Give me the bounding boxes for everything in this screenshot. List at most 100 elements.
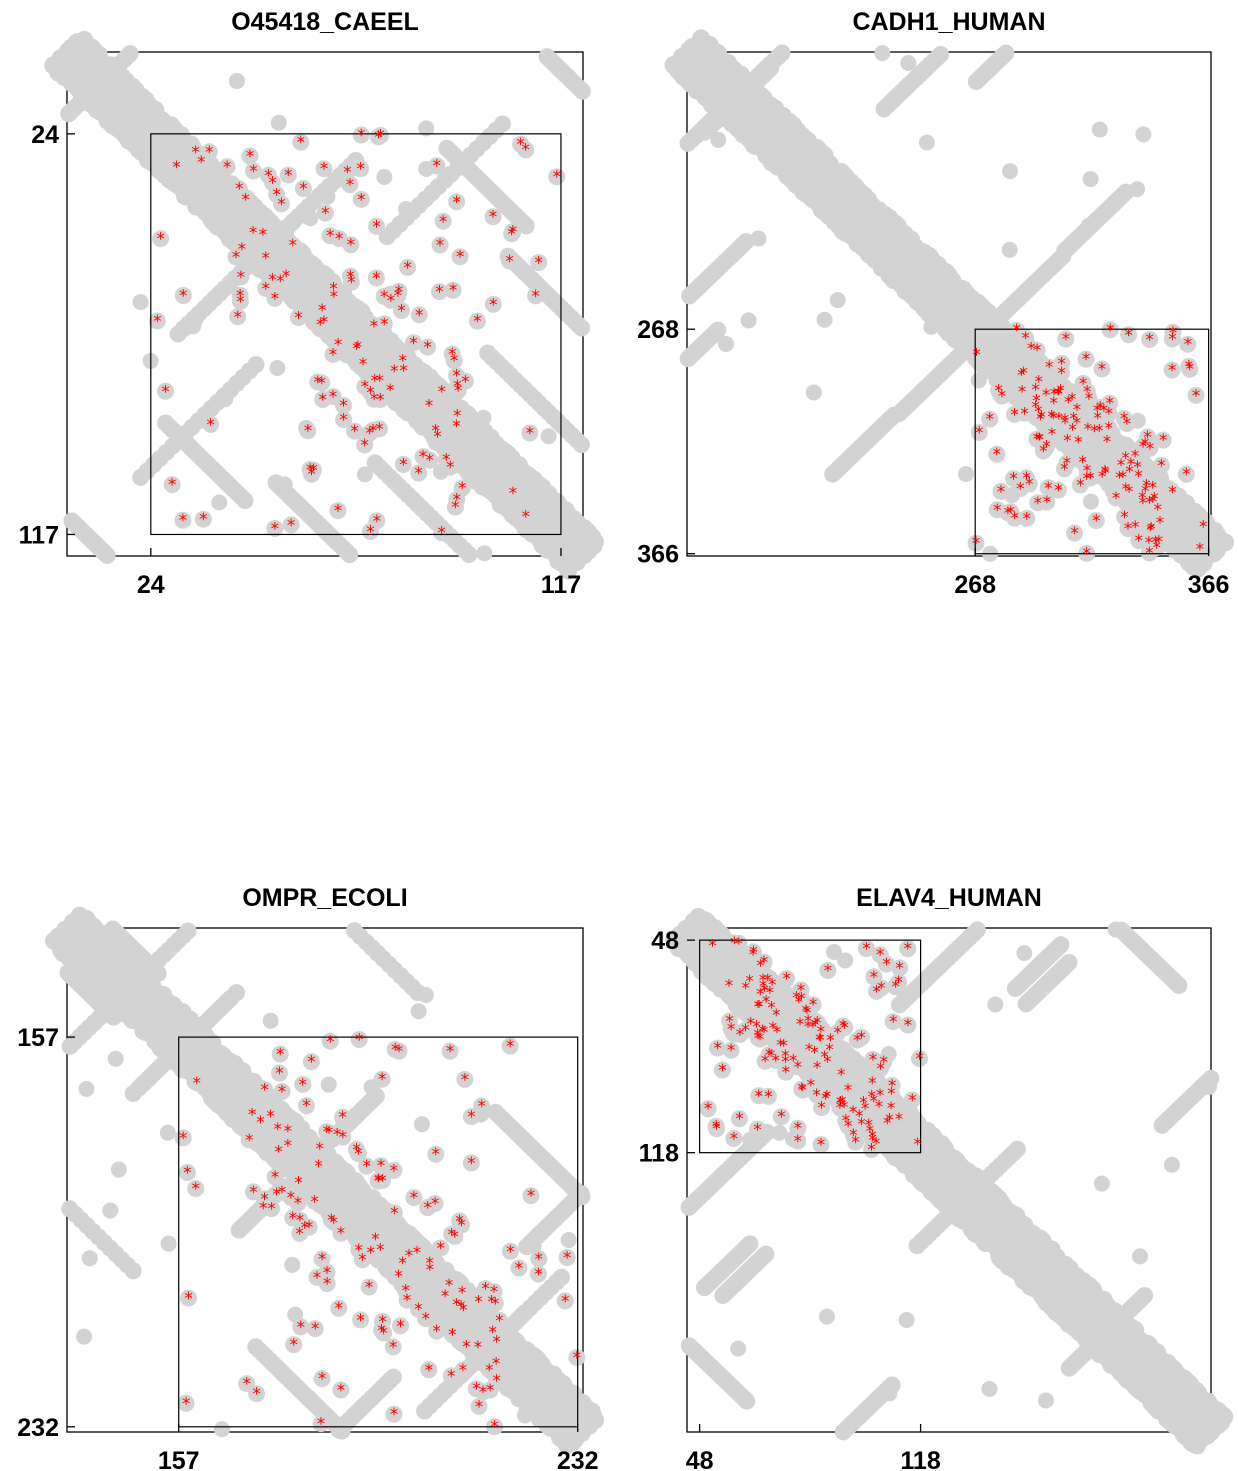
predicted-contact-marker: * — [399, 361, 408, 381]
contact-point — [1216, 533, 1235, 552]
predicted-contact-marker: * — [453, 490, 462, 510]
contact-point — [185, 318, 202, 335]
predicted-contact-marker: * — [534, 253, 543, 273]
predicted-contact-marker: * — [372, 217, 381, 237]
predicted-contact-marker: * — [271, 520, 280, 540]
predicted-contact-marker: * — [552, 168, 561, 188]
predicted-contact-marker: * — [326, 227, 335, 247]
contact-point — [476, 545, 493, 562]
contact-point — [319, 188, 336, 205]
predicted-contact-marker: * — [531, 287, 540, 307]
predicted-contact-marker: * — [268, 174, 277, 194]
predicted-contact-marker: * — [433, 427, 442, 447]
predicted-contact-marker: * — [294, 309, 303, 329]
contact-point — [489, 476, 506, 493]
predicted-contact-marker: * — [436, 236, 445, 256]
predicted-contact-marker: * — [453, 407, 462, 427]
contact-point — [228, 73, 245, 90]
predicted-contact-marker: * — [372, 269, 381, 289]
predicted-contact-marker: * — [370, 390, 379, 410]
x-tick-label: 117 — [541, 571, 581, 599]
contact-point — [276, 476, 293, 493]
contact-point — [475, 409, 492, 426]
contact-map-panel: O45418_CAEEL * * * * * * * * * * * * * * * * * * * * * * * * * * * *… — [19, 8, 604, 599]
predicted-contact-marker: * — [297, 133, 306, 153]
contact-point — [121, 45, 139, 63]
contact-points — [44, 30, 604, 580]
predicted-contact-marker: * — [205, 143, 214, 163]
predicted-contact-marker: * — [271, 289, 280, 309]
predicted-contact-marker: * — [172, 158, 181, 178]
predicted-contact-marker: * — [375, 420, 384, 440]
predicted-contact-marker: * — [386, 381, 395, 401]
contact-point — [236, 492, 254, 510]
predicted-contact-marker: * — [425, 397, 434, 417]
contact-point — [132, 294, 149, 311]
predicted-contact-marker: * — [425, 451, 434, 471]
contact-point — [356, 466, 373, 483]
predicted-contact-marker: * — [232, 248, 241, 268]
predicted-contact-marker: * — [309, 461, 318, 481]
predicted-contact-marker: * — [223, 158, 232, 178]
y-tick-label: 24 — [31, 121, 59, 149]
predicted-contact-marker: * — [343, 163, 352, 183]
predicted-contact-marker: * — [380, 315, 389, 335]
predicted-contact-marker: * — [268, 271, 277, 291]
panel-title: O45418_CAEEL — [231, 8, 419, 36]
contact-point — [709, 321, 727, 339]
predicted-contact-marker: * — [356, 160, 365, 180]
predicted-contact-marker: * — [347, 273, 356, 293]
predicted-contact-marker: * — [373, 512, 382, 532]
predicted-contact-marker: * — [509, 484, 518, 504]
predicted-contact-marker: * — [438, 383, 447, 403]
predicted-contact-marker: * — [318, 301, 327, 321]
predicted-contact-marker: * — [526, 424, 535, 444]
predicted-contact-marker: * — [473, 312, 482, 332]
predicted-contact-marker: * — [276, 272, 285, 292]
predicted-contact-marker: * — [357, 190, 366, 210]
predicted-contact-marker: * — [321, 204, 330, 224]
predicted-contact-marker: * — [249, 223, 258, 243]
predicted-contact-marker: * — [320, 160, 329, 180]
predicted-contact-marker: * — [199, 510, 208, 530]
predicted-contact-marker: * — [370, 317, 379, 337]
predicted-contact-marker: * — [259, 225, 268, 245]
contact-point — [376, 169, 393, 186]
contact-point — [211, 494, 228, 511]
contact-point — [397, 200, 414, 217]
predicted-contact-marker: * — [361, 378, 370, 398]
predicted-contact-marker: * — [509, 222, 518, 242]
predicted-contact-marker: * — [179, 286, 188, 306]
predicted-contact-marker: * — [437, 524, 446, 544]
predicted-contact-marker: * — [168, 476, 177, 496]
contact-point — [573, 82, 591, 100]
contact-point — [460, 546, 478, 564]
predicted-contact-marker: * — [390, 362, 399, 382]
predicted-contact-marker: * — [237, 268, 246, 288]
predicted-contact-marker: * — [235, 180, 244, 200]
predicted-contact-marker: * — [357, 126, 366, 146]
contact-point — [60, 105, 78, 123]
predicted-contact-marker: * — [423, 338, 432, 358]
predicted-contact-marker: * — [489, 208, 498, 228]
predicted-contact-marker: * — [432, 157, 441, 177]
predicted-contact-marker: * — [206, 415, 215, 435]
predicted-contact-marker: * — [179, 511, 188, 531]
predicted-contact-marker: * — [409, 334, 418, 354]
axes-frame — [66, 51, 584, 557]
contact-point — [98, 546, 116, 564]
contact-point — [269, 359, 286, 376]
predicted-contact-marker: * — [522, 507, 531, 527]
predicted-contact-marker: * — [489, 295, 498, 315]
predicted-contact-marker: * — [461, 372, 470, 392]
predicted-contact-marker: * — [339, 396, 348, 416]
predicted-contact-marker: * — [329, 388, 338, 408]
contact-point — [573, 319, 591, 337]
predicted-contact-marker: * — [354, 338, 363, 358]
predicted-contact-marker: * — [262, 249, 271, 269]
predicted-contact-marker: * — [153, 312, 162, 332]
predicted-contact-marker: * — [397, 302, 406, 322]
contact-point — [302, 210, 319, 227]
predicted-contact-marker: * — [277, 195, 286, 215]
predicted-contact-marker: * — [246, 147, 255, 167]
